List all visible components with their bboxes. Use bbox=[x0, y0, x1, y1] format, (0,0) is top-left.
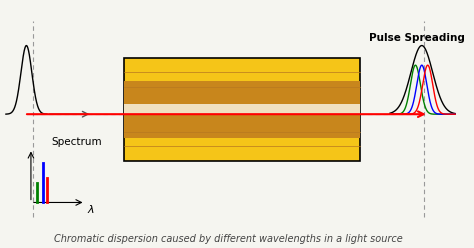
Text: Chromatic dispersion caused by different wavelengths in a light source: Chromatic dispersion caused by different… bbox=[54, 234, 403, 244]
Bar bbox=[124, 104, 360, 114]
Text: Spectrum: Spectrum bbox=[51, 137, 102, 147]
Bar bbox=[124, 58, 360, 161]
Text: λ: λ bbox=[88, 205, 94, 215]
Bar bbox=[124, 81, 360, 138]
Text: Pulse Spreading: Pulse Spreading bbox=[369, 33, 465, 43]
